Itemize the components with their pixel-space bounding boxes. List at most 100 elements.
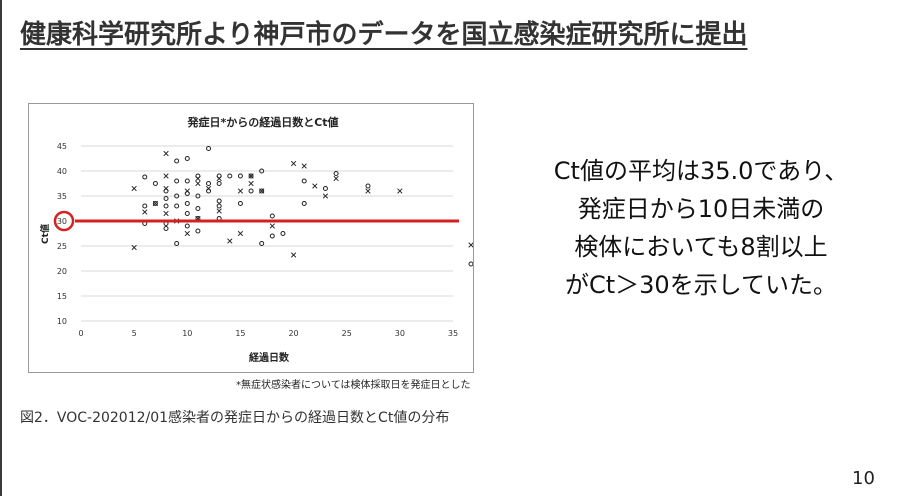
data-point-x: [312, 183, 318, 189]
data-point-x: [163, 210, 169, 217]
data-point-o: [216, 198, 222, 204]
data-point-o: [163, 226, 169, 231]
page-number: 10: [852, 468, 875, 489]
x-tick-label: 10: [182, 329, 192, 338]
data-point-o: [227, 173, 233, 179]
data-point-x: [131, 244, 137, 251]
data-point-o: [195, 173, 201, 179]
data-point-o: [259, 168, 265, 174]
data-point-o: [280, 231, 286, 236]
data-point-o: [248, 173, 254, 179]
chart-frame: 発症日*からの経過日数とCt値 Ct値 経過日数 10 15 20 25 30 35 40 4…: [28, 103, 474, 373]
x-tick-label: 20: [288, 329, 298, 338]
data-point-x: [322, 193, 329, 199]
callout-line: 発症日から10日未満の: [577, 195, 825, 223]
x-tick-label: 0: [78, 329, 83, 338]
data-point-x: [216, 208, 222, 214]
data-point-o: [301, 201, 307, 206]
data-point-x: [237, 230, 244, 237]
x-tick-label: 30: [395, 329, 405, 338]
legend-item: 無症状: [468, 242, 473, 248]
y-tick-label: 15: [57, 292, 67, 301]
data-point-o: [365, 183, 371, 189]
data-point-o: [248, 188, 254, 194]
data-point-o: [152, 181, 158, 186]
data-point-o: [216, 181, 222, 186]
scatter-chart: 発症日*からの経過日数とCt値 Ct値 経過日数 10 15 20 25 30 35 40 4…: [39, 115, 473, 364]
data-point-o: [333, 171, 339, 176]
data-point-o: [184, 211, 190, 216]
y-tick-label: 30: [57, 217, 67, 226]
data-point-o: [163, 203, 169, 209]
data-point-o: [184, 223, 190, 229]
y-tick-label: 35: [57, 192, 67, 201]
x-tick-label: 5: [132, 329, 137, 338]
slide-title: 健康科学研究所より神戸市のデータを国立感染症研究所に提出: [20, 20, 748, 50]
data-point-o: [142, 203, 148, 209]
y-axis-label: Ct値: [39, 224, 51, 244]
data-point-x: [269, 223, 275, 229]
data-point-o: [184, 156, 190, 161]
data-point-o: [206, 181, 212, 186]
data-point-x: [142, 209, 148, 215]
legend-item: 有症: [468, 261, 473, 267]
chart-title: 発症日*からの経過日数とCt値: [186, 115, 338, 129]
data-point-x: [290, 160, 297, 167]
data-point-x: [227, 238, 233, 244]
data-point-x: [301, 163, 307, 169]
data-point-o: [184, 191, 190, 196]
x-axis-label: 経過日数: [249, 351, 290, 364]
data-point-x: [184, 230, 190, 237]
callout-line: 検体においても8割以上: [574, 233, 828, 261]
data-point-x: [163, 150, 169, 157]
y-tick-label: 45: [57, 142, 67, 151]
data-point-o: [142, 174, 148, 180]
data-point-o: [237, 173, 243, 179]
left-border: [0, 0, 2, 496]
data-point-o: [184, 201, 190, 206]
data-point-x: [237, 188, 244, 194]
figure-caption: 図2．VOC-202012/01感染者の発症日からの経過日数とCt値の分布: [20, 410, 450, 426]
x-tick-label: 15: [235, 329, 245, 338]
data-point-o: [269, 233, 275, 239]
data-point-o: [174, 193, 180, 199]
data-point-o: [174, 158, 180, 164]
data-point-o: [259, 241, 265, 246]
data-point-o: [163, 196, 169, 201]
data-point-x: [131, 185, 137, 192]
chart-footnote: *無症状感染者については検体採取日を発症日とした: [236, 380, 471, 391]
data-point-o: [237, 201, 243, 206]
highlight-circle: [53, 210, 75, 232]
data-point-x: [195, 180, 201, 187]
data-point-o: [195, 228, 201, 234]
data-point-o: [174, 178, 180, 184]
data-point-o: [269, 213, 275, 219]
data-point-x: [290, 252, 297, 258]
data-point-o: [195, 206, 201, 211]
y-tick-label: 10: [57, 317, 67, 326]
data-point-x: [163, 173, 169, 179]
data-point-o: [206, 188, 212, 194]
data-point-x: [365, 188, 371, 194]
data-point-o: [163, 188, 169, 194]
data-point-x: [333, 175, 339, 182]
data-point-o: [301, 178, 307, 184]
data-point-o: [195, 193, 201, 199]
data-point-o: [322, 186, 328, 191]
x-tick-label: 35: [448, 329, 458, 338]
data-point-o: [184, 178, 190, 184]
data-point-o: [259, 188, 265, 194]
callout-line: Ct値の平均は35.0であり、: [553, 157, 849, 185]
data-point-x: [248, 180, 254, 187]
callout-line: がCt＞30を示していた。: [565, 271, 837, 299]
data-point-x: [397, 188, 403, 194]
data-point-o: [152, 201, 158, 206]
data-point-o: [174, 203, 180, 209]
callout-text: Ct値の平均は35.0であり、 発症日から10日未満の 検体においても8割以上 …: [516, 152, 886, 304]
x-tick-label: 25: [342, 329, 352, 338]
y-tick-label: 25: [57, 242, 67, 251]
y-tick-label: 20: [57, 267, 67, 276]
data-point-o: [216, 173, 222, 179]
data-point-o: [174, 241, 180, 246]
data-point-o: [206, 146, 212, 151]
